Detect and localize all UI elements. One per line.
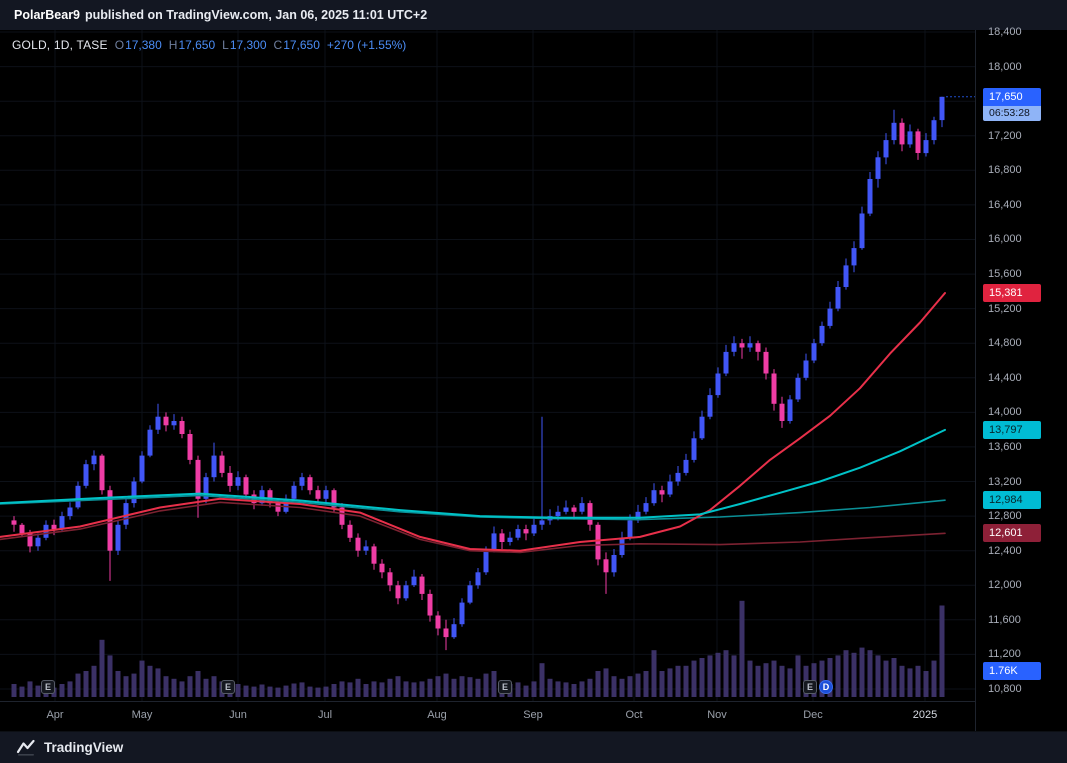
time-axis-label: Nov <box>707 709 727 721</box>
earnings-marker[interactable]: E <box>803 680 817 694</box>
symbol-title[interactable]: GOLD, 1D, TASE <box>12 38 108 52</box>
price-tick-label: 18,000 <box>988 60 1022 73</box>
time-axis-label: 2025 <box>912 709 938 721</box>
time-axis-label: Oct <box>625 709 643 721</box>
ma-value-badge: 15,381 <box>983 283 1041 302</box>
author-username[interactable]: PolarBear9 <box>14 8 81 22</box>
time-axis-label: Jul <box>317 709 333 721</box>
chart-area: GOLD, 1D, TASE O17,380 H17,650 L17,300 C… <box>0 26 1067 732</box>
ma-value-badge: 12,984 <box>983 491 1041 510</box>
earnings-marker[interactable]: E <box>41 680 55 694</box>
price-tick-label: 10,800 <box>988 683 1022 695</box>
time-axis-label: Jun <box>229 709 247 721</box>
price-chart-canvas[interactable] <box>0 30 975 701</box>
dividend-marker[interactable]: D <box>819 680 833 694</box>
price-change: +270 (+1.55%) <box>326 38 407 52</box>
price-tick-label: 15,600 <box>988 268 1022 281</box>
time-axis-label: Aug <box>427 709 447 721</box>
price-tick-label: 12,000 <box>988 579 1022 592</box>
volume-badge: 1.76K <box>983 662 1041 680</box>
price-tick-label: 16,000 <box>988 233 1022 246</box>
ma-line-red-slow <box>0 501 946 554</box>
symbol-legend[interactable]: GOLD, 1D, TASE O17,380 H17,650 L17,300 C… <box>12 38 406 52</box>
price-tick-label: 14,000 <box>988 406 1022 419</box>
last-price-badge: 17,650 06:53:28 <box>983 87 1041 121</box>
price-tick-label: 11,600 <box>988 613 1021 626</box>
price-tick-label: 14,400 <box>988 371 1022 384</box>
ohlc-close: C17,650 <box>273 38 320 52</box>
chart-pane[interactable]: GOLD, 1D, TASE O17,380 H17,650 L17,300 C… <box>0 30 975 731</box>
price-tick-label: 16,800 <box>988 164 1022 177</box>
attribution-bar: PolarBear9 published on TradingView.com,… <box>0 0 1067 30</box>
ma-value-badge: 13,797 <box>983 420 1041 439</box>
brand-name[interactable]: TradingView <box>44 740 124 755</box>
price-tick-label: 16,400 <box>988 198 1022 211</box>
time-axis[interactable]: Apr May Jun Jul Aug Sep Oct Nov Dec 2025 <box>0 701 975 732</box>
ohlc-high: H17,650 <box>168 38 216 52</box>
footer-bar: TradingView <box>0 731 1067 763</box>
price-tick-label: 11,200 <box>988 648 1021 661</box>
price-axis[interactable]: 18,40018,00017,60017,20016,80016,40016,0… <box>975 26 1067 731</box>
price-tick-label: 12,400 <box>988 544 1022 557</box>
time-axis-label: Apr <box>46 709 64 721</box>
last-price-value: 17,650 <box>983 87 1041 106</box>
bar-countdown: 06:53:28 <box>983 105 1041 121</box>
price-tick-label: 13,600 <box>988 440 1022 453</box>
ma-line-red-fast <box>0 292 946 552</box>
ohlc-low: L17,300 <box>222 38 267 52</box>
price-tick-label: 18,400 <box>988 26 1022 38</box>
price-tick-label: 13,200 <box>988 475 1022 488</box>
price-tick-label: 17,200 <box>988 129 1022 142</box>
grid-lines <box>0 30 975 701</box>
tradingview-logo[interactable] <box>16 738 36 758</box>
time-axis-label: May <box>131 709 153 721</box>
ma-value-badge: 12,601 <box>983 524 1041 543</box>
candlestick-series <box>11 96 945 651</box>
ma-line-teal-fast <box>0 428 946 519</box>
time-axis-label: Dec <box>803 709 823 721</box>
price-tick-label: 14,800 <box>988 337 1022 350</box>
price-tick-label: 15,200 <box>988 302 1022 315</box>
earnings-marker[interactable]: E <box>498 680 512 694</box>
ohlc-open: O17,380 <box>114 38 162 52</box>
earnings-marker[interactable]: E <box>221 680 235 694</box>
price-tick-label: 12,800 <box>988 510 1022 523</box>
time-axis-label: Sep <box>523 709 543 721</box>
attribution-text: published on TradingView.com, Jan 06, 20… <box>85 8 428 22</box>
